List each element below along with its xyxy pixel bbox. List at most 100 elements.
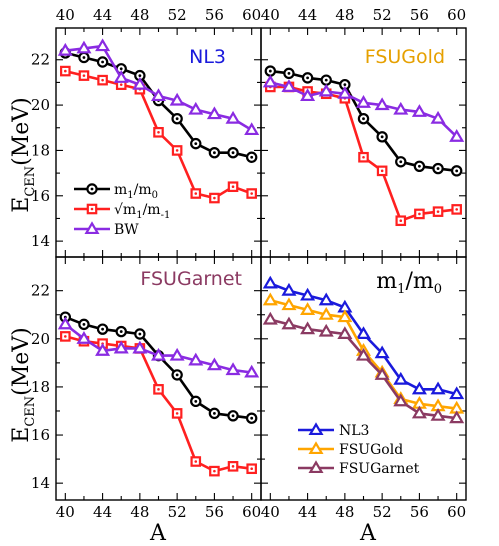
y-tick-label: 20 [31, 96, 50, 114]
point-s1-8-dot [418, 212, 421, 216]
legend-marker-2 [84, 221, 100, 235]
point-s1-2-dot [101, 78, 104, 82]
legend-label-br-0: NL3 [339, 423, 369, 439]
y-label-unit: (MeV) [9, 97, 34, 166]
point-s0-4-dot [138, 332, 142, 336]
legend-marker-0-dot [90, 187, 94, 191]
point-s0-2-dot [101, 327, 104, 331]
legend-label-2: BW [114, 222, 139, 238]
point-s2-2 [300, 321, 316, 335]
legend-label-br-2: FSUGarnet [339, 461, 420, 477]
point-s0-10-dot [250, 416, 254, 420]
point-s0-6-dot [380, 135, 384, 139]
point-s0-9-dot [436, 167, 440, 170]
point-s0-7-dot [194, 399, 198, 403]
x-tick-label-bottom: 56 [205, 503, 224, 521]
point-s2-4 [337, 85, 353, 99]
point-s2-10 [244, 364, 260, 378]
point-s2-6 [374, 97, 390, 111]
point-s0-3-dot [119, 67, 123, 71]
x-tick-label-top: 44 [298, 6, 317, 24]
point-s0-10-dot [250, 155, 254, 159]
title-main: m [376, 269, 397, 294]
point-s0-9 [430, 381, 446, 395]
x-tick-label-bottom: 40 [56, 503, 75, 521]
point-s2-10 [449, 129, 465, 142]
point-s0-8-dot [418, 164, 421, 168]
y-tick-label: 22 [31, 282, 50, 300]
x-axis-label-right: A [359, 521, 377, 546]
point-s2-1 [76, 331, 92, 344]
point-s2-1 [281, 316, 297, 330]
point-s0-5 [355, 326, 372, 340]
x-tick-label-top: 40 [56, 6, 75, 24]
panel-title: FSUGarnet [140, 268, 242, 290]
y-tick-label: 18 [31, 378, 50, 396]
point-s2-3 [113, 340, 129, 354]
point-s0-3-dot [119, 330, 123, 333]
y-label-main: E [9, 427, 34, 443]
point-s2-1 [76, 40, 92, 54]
point-s1-4 [337, 309, 353, 323]
point-s2-8 [206, 106, 222, 120]
point-s2-3 [318, 323, 334, 337]
panel-title: NL3 [189, 46, 226, 68]
x-tick-label-top: 52 [168, 6, 187, 24]
point-s0-4-dot [343, 83, 347, 87]
point-s2-8 [206, 357, 222, 371]
point-s1-10-dot [455, 208, 458, 211]
point-s2-9 [225, 110, 241, 124]
point-s2-6 [169, 347, 185, 361]
point-s1-7-dot [194, 460, 198, 463]
point-s0-10-dot [455, 169, 459, 173]
legend-marker-br-0 [308, 422, 324, 436]
point-s1-9-dot [436, 210, 440, 213]
legend-marker-br-1 [308, 441, 324, 455]
x-tick-label-bottom: 44 [298, 503, 317, 521]
point-s1-8-dot [213, 196, 216, 200]
point-s2-1 [281, 79, 297, 92]
point-s1-0-dot [64, 69, 67, 73]
legend-marker-br-2 [308, 460, 324, 474]
x-tick-label-bottom: 60 [447, 503, 466, 521]
point-s2-2 [95, 38, 111, 52]
panel-title: m1/m0 [376, 269, 442, 297]
point-s0-8-dot [213, 151, 216, 155]
point-s2-3 [113, 70, 129, 83]
panel-top-right: 40 44 48 52 56 60 FSUGold [260, 6, 467, 258]
point-s0-1-dot [82, 322, 86, 326]
x-tick-label-bottom: 40 [261, 503, 280, 521]
x-tick-label-top: 48 [130, 6, 149, 24]
legend-marker-1-dot [90, 207, 94, 211]
point-s2-2 [95, 343, 111, 356]
panel-bottom-right: 40 44 48 52 56 60 m1/m0 [260, 256, 467, 521]
point-s2-9 [225, 362, 241, 376]
point-s2-5 [355, 95, 372, 108]
y-axis-label-bottom: ECEN(MeV) [9, 327, 38, 442]
point-s1-0 [262, 292, 278, 306]
x-tick-label-bottom: 48 [130, 503, 149, 521]
point-s1-3 [318, 306, 334, 320]
y-tick-label: 20 [31, 330, 50, 348]
point-s1-3-dot [119, 83, 123, 86]
point-s0-10 [449, 386, 465, 400]
legend-label-1: √m1/m-1 [114, 202, 170, 221]
point-s0-0-dot [268, 69, 272, 73]
point-s0-7-dot [194, 142, 198, 146]
panel-top-left: 14 16 18 20 22 40 44 48 52 56 60 NL3 [31, 6, 262, 258]
point-s2-10 [244, 122, 260, 136]
point-s0-0 [262, 275, 278, 289]
x-tick-label-bottom: 52 [168, 503, 187, 521]
point-s1-6-dot [175, 149, 179, 152]
point-s1-9-dot [231, 185, 235, 189]
point-s1-6-dot [380, 169, 384, 173]
point-s1-7-dot [399, 219, 403, 223]
x-tick-label-top: 60 [242, 6, 261, 24]
point-s2-4 [132, 340, 148, 354]
point-s0-2-dot [306, 76, 309, 80]
point-s1-5-dot [157, 388, 160, 391]
point-s1-2 [300, 302, 316, 315]
title-sub1: 1 [397, 282, 405, 297]
x-tick-label-bottom: 44 [93, 503, 112, 521]
x-axis-label-left: A [149, 521, 167, 546]
